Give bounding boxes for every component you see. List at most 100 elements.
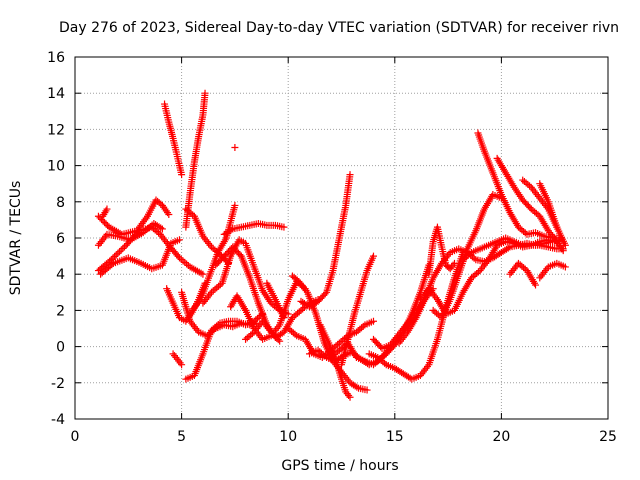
series-arc-20	[263, 279, 288, 322]
data-point-plus	[561, 241, 569, 249]
data-point-plus	[363, 386, 371, 394]
series-arc-32	[425, 223, 458, 278]
series-arc-18	[231, 144, 239, 151]
series-arc-03	[94, 220, 166, 249]
series-arc-08	[169, 350, 186, 369]
data-point-plus	[114, 249, 122, 257]
series-arc-39	[536, 180, 569, 249]
x-axis-label: GPS time / hours	[281, 458, 398, 474]
series-arc-33	[429, 191, 505, 322]
data-point-plus	[178, 171, 186, 179]
data-point-plus	[155, 229, 163, 237]
series-arc-36	[493, 154, 567, 255]
data-point-plus	[280, 314, 288, 322]
data-point-plus	[561, 263, 569, 271]
data-point-plus	[504, 244, 512, 252]
data-point-plus	[201, 89, 209, 97]
data-point-plus	[158, 225, 166, 233]
y-tick-label: 4	[56, 267, 65, 283]
data-point-plus	[165, 210, 173, 218]
data-point-plus	[466, 250, 474, 258]
data-point-plus	[111, 253, 119, 261]
data-point-plus	[117, 246, 125, 254]
series-arc-22	[288, 272, 371, 394]
y-tick-label: 0	[56, 340, 65, 356]
data-point-plus	[97, 215, 105, 223]
x-tick-label: 25	[599, 429, 617, 445]
data-point-plus	[532, 281, 540, 289]
y-tick-label: 12	[47, 122, 65, 138]
series-arc-10	[182, 310, 267, 383]
data-point-plus	[321, 352, 329, 360]
series-arc-01	[94, 196, 173, 238]
data-point-plus	[102, 220, 110, 228]
x-tick-label: 10	[279, 429, 297, 445]
data-point-plus	[112, 251, 120, 259]
y-tick-label: -4	[51, 412, 65, 428]
data-point-plus	[321, 290, 329, 298]
grid-lines	[75, 57, 608, 419]
series-arc-06	[161, 100, 186, 179]
data-point-plus	[121, 243, 129, 251]
data-point-plus	[103, 205, 111, 213]
series-arc-13	[188, 201, 239, 314]
y-tick-label: 2	[56, 303, 65, 319]
series-arc-05	[99, 205, 111, 220]
x-tick-label: 5	[177, 429, 186, 445]
y-tick-label: -2	[51, 376, 65, 392]
data-point-plus	[369, 317, 377, 325]
plot-frame	[74, 56, 609, 420]
data-point-plus	[157, 224, 165, 232]
data-point-plus	[231, 144, 239, 151]
data-point-plus	[108, 261, 116, 269]
series-arc-14	[199, 236, 292, 318]
series-arc-28	[365, 248, 467, 383]
data-point-plus	[293, 276, 301, 284]
data-point-plus	[470, 254, 478, 262]
data-point-plus	[227, 226, 235, 234]
data-point-plus	[521, 229, 529, 237]
data-point-plus	[101, 218, 109, 226]
series-arc-16	[220, 220, 288, 238]
data-point-plus	[369, 252, 377, 260]
data-point-plus	[231, 201, 239, 209]
data-points	[94, 89, 569, 401]
data-point-plus	[450, 259, 458, 267]
data-point-plus	[291, 330, 299, 338]
y-tick-label: 16	[47, 50, 65, 66]
y-tick-label: 6	[56, 231, 65, 247]
data-point-plus	[178, 361, 186, 369]
series-arc-35	[474, 129, 565, 242]
data-point-plus	[214, 321, 222, 329]
series-arc-19	[242, 317, 284, 345]
data-point-plus	[353, 383, 361, 391]
data-point-plus	[119, 244, 127, 252]
data-point-plus	[199, 270, 207, 278]
data-point-plus	[559, 247, 567, 255]
data-point-plus	[474, 268, 482, 276]
data-point-plus	[175, 236, 183, 244]
y-axis-label: SDTVAR / TECUs	[8, 181, 24, 296]
series-arc-11	[182, 89, 209, 231]
data-point-plus	[274, 336, 282, 344]
data-point-plus	[381, 359, 389, 367]
data-point-plus	[276, 337, 284, 345]
x-tick-label: 15	[386, 429, 404, 445]
series-arc-40	[536, 259, 569, 282]
series-arc-23	[297, 171, 354, 311]
y-tick-label: 10	[47, 159, 65, 175]
data-point-plus	[248, 330, 256, 338]
series-arc-37	[506, 259, 540, 289]
series-arc-04	[97, 236, 183, 278]
y-tick-label: 8	[56, 195, 65, 211]
chart-title: Day 276 of 2023, Sidereal Day-to-day VTE…	[59, 20, 619, 36]
data-point-plus	[526, 204, 534, 212]
data-point-plus	[359, 322, 367, 330]
data-point-plus	[116, 248, 124, 256]
data-point-plus	[280, 223, 288, 231]
x-tick-label: 0	[71, 429, 80, 445]
x-tick-label: 20	[492, 429, 510, 445]
series-arc-34	[459, 234, 567, 264]
data-point-plus	[346, 171, 354, 179]
data-point-plus	[346, 393, 354, 401]
